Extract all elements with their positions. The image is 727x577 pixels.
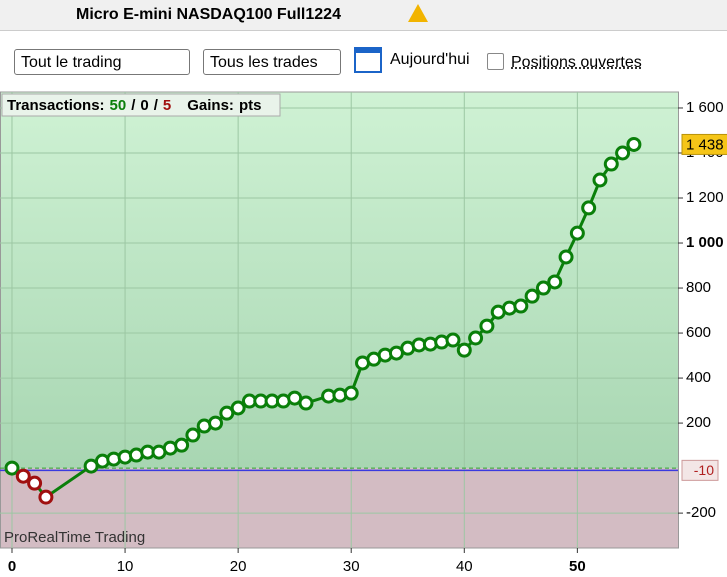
trade-point: [298, 395, 314, 411]
x-tick-label: 50: [569, 558, 586, 575]
reference-box: [681, 459, 719, 481]
summary-box: [1, 93, 281, 117]
summary-part: 50: [110, 97, 127, 114]
warning-icon[interactable]: [408, 4, 428, 22]
summary-part: Gains:: [187, 97, 234, 114]
x-tick-label: 20: [230, 558, 247, 575]
positive-area: [0, 92, 678, 469]
separator: /: [154, 97, 159, 114]
trade-point: [535, 280, 551, 296]
x-tick-label: 0: [8, 558, 16, 575]
y-tick-label: 1 200: [686, 189, 724, 206]
y-tick-label: 400: [686, 369, 711, 386]
summary-part: pts: [239, 97, 262, 114]
trade-point: [4, 460, 20, 476]
trade-point: [569, 225, 585, 241]
separator: /: [131, 97, 136, 114]
trade-point: [547, 274, 563, 290]
trade-point: [185, 427, 201, 443]
instrument[interactable]: Micro E-mini NASDAQ100 Full1224: [76, 6, 341, 23]
y-tick-label: 800: [686, 279, 711, 296]
summary: Transactions: 50/0/5 Gains: pts: [7, 97, 261, 114]
watermark: ProRealTime Trading: [4, 529, 145, 546]
y-tick-label: -200: [686, 504, 716, 521]
trade-point: [27, 475, 43, 491]
trade-point: [603, 156, 619, 172]
trade-point: [626, 136, 642, 152]
trade-point: [230, 400, 246, 416]
plot-frame: [0, 91, 679, 549]
trades-select[interactable]: Tous les trades: [203, 49, 341, 75]
trade-point: [524, 288, 540, 304]
trade-point: [445, 332, 461, 348]
trade-point: [468, 330, 484, 346]
summary-part: Transactions:: [7, 97, 105, 114]
last-value-label: 1 438: [686, 136, 724, 153]
summary-part: 5: [163, 97, 171, 114]
summary-part: 0: [140, 97, 148, 114]
trade-point: [456, 342, 472, 358]
x-tick-label: 10: [117, 558, 134, 575]
reference-label: -10: [694, 462, 714, 478]
y-tick-label: 1 000: [686, 234, 724, 251]
trade-point: [38, 489, 54, 505]
open-positions-checkbox[interactable]: [487, 53, 504, 70]
trade-point: [343, 385, 359, 401]
y-tick-label: 200: [686, 414, 711, 431]
trade-point: [15, 468, 31, 484]
trade-point: [513, 298, 529, 314]
trade-point: [479, 318, 495, 334]
trade-point: [592, 172, 608, 188]
calendar-icon[interactable]: [354, 47, 382, 73]
trade-point: [558, 249, 574, 265]
x-tick-label: 30: [343, 558, 360, 575]
open-positions-label[interactable]: Positions ouvertes: [511, 54, 642, 71]
trade-point: [174, 437, 190, 453]
toolbar: Micro E-mini NASDAQ100 Full1224: [0, 0, 727, 31]
trade-point: [208, 415, 224, 431]
last-value-box: [681, 133, 727, 155]
trade-point: [581, 200, 597, 216]
date-button[interactable]: Aujourd'hui: [390, 51, 470, 68]
y-tick-label: 1 600: [686, 99, 724, 116]
negative-area: [0, 468, 678, 548]
x-tick-label: 40: [456, 558, 473, 575]
trade-point: [615, 145, 631, 161]
scope-select[interactable]: Tout le trading: [14, 49, 190, 75]
y-tick-label: 600: [686, 324, 711, 341]
